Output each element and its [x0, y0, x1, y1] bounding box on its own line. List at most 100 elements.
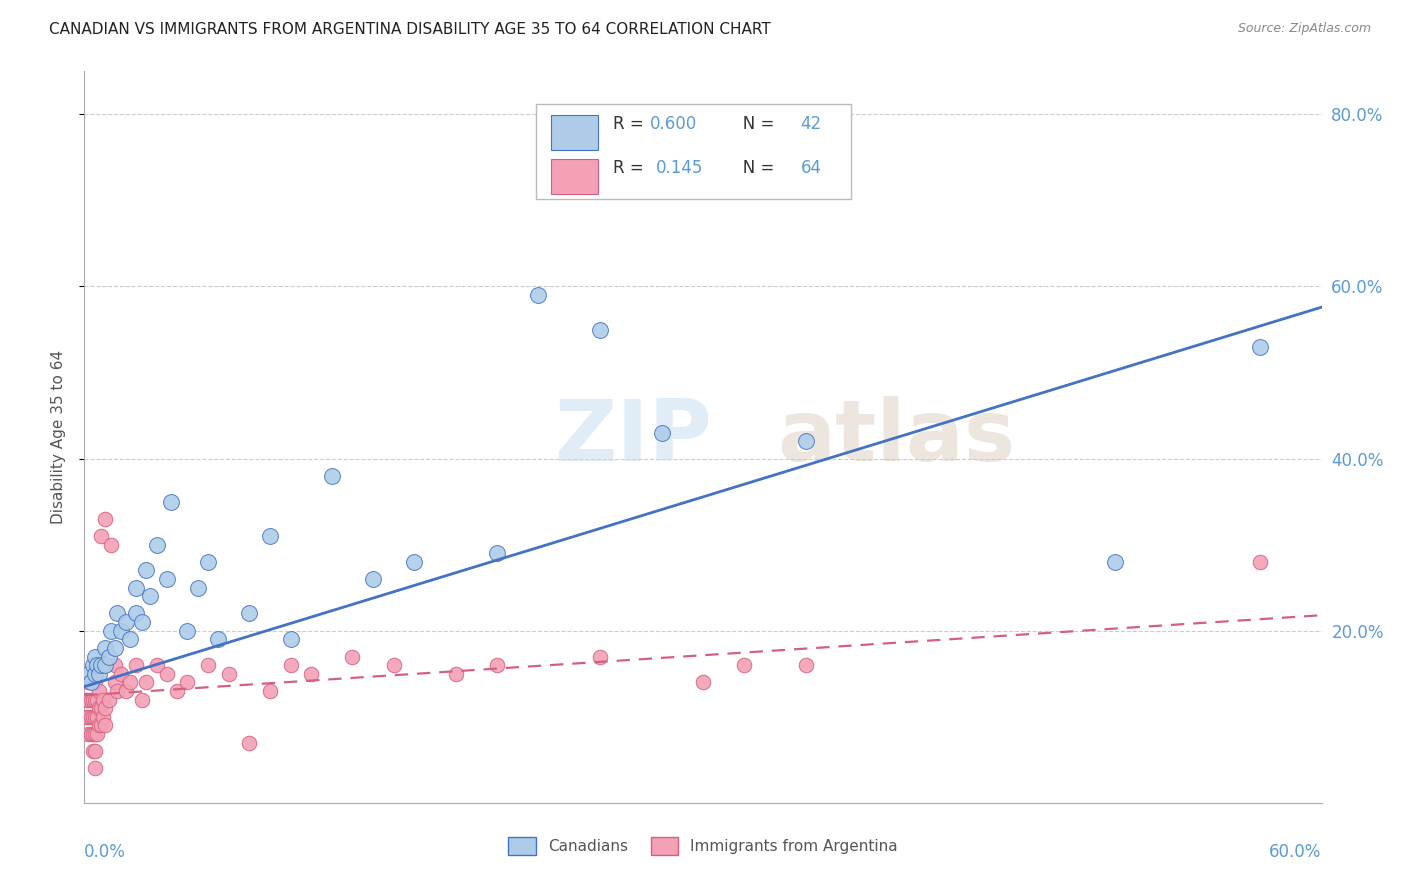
Point	[82, 727, 104, 741]
Point	[342, 649, 364, 664]
Point	[87, 666, 110, 681]
Point	[77, 692, 100, 706]
Point	[83, 649, 105, 664]
Point	[94, 640, 117, 655]
Point	[1104, 555, 1126, 569]
Point	[110, 666, 132, 681]
Point	[98, 692, 121, 706]
Point	[156, 666, 179, 681]
Text: N =: N =	[727, 115, 779, 133]
Point	[82, 710, 104, 724]
Legend: Canadians, Immigrants from Argentina: Canadians, Immigrants from Argentina	[502, 831, 904, 861]
Point	[733, 658, 755, 673]
Point	[77, 675, 100, 690]
Point	[94, 658, 117, 673]
Point	[259, 684, 281, 698]
Point	[91, 692, 114, 706]
Point	[238, 607, 260, 621]
Text: atlas: atlas	[778, 395, 1015, 479]
Point	[91, 710, 114, 724]
Point	[104, 640, 127, 655]
Text: R =: R =	[613, 115, 648, 133]
Point	[87, 718, 110, 732]
Point	[86, 710, 108, 724]
Point	[166, 684, 188, 698]
Point	[90, 529, 112, 543]
Point	[90, 658, 112, 673]
Text: 0.0%: 0.0%	[84, 843, 127, 861]
Point	[145, 658, 167, 673]
Point	[82, 744, 104, 758]
Point	[114, 615, 136, 629]
Point	[75, 710, 97, 724]
Point	[135, 675, 157, 690]
Point	[104, 675, 127, 690]
Point	[105, 684, 128, 698]
Point	[118, 632, 141, 647]
Point	[527, 288, 550, 302]
Point	[77, 666, 100, 681]
Point	[118, 675, 141, 690]
Point	[100, 538, 122, 552]
Bar	[551, 159, 598, 194]
Point	[90, 718, 112, 732]
Point	[794, 434, 817, 449]
Point	[94, 512, 117, 526]
Point	[79, 727, 101, 741]
Point	[83, 675, 105, 690]
Point	[114, 684, 136, 698]
Point	[94, 718, 117, 732]
Point	[218, 666, 240, 681]
Point	[98, 649, 121, 664]
Point	[77, 727, 100, 741]
Text: 0.145: 0.145	[657, 159, 703, 178]
Point	[176, 675, 198, 690]
Point	[75, 692, 97, 706]
Point	[589, 322, 612, 336]
Point	[100, 624, 122, 638]
Point	[176, 624, 198, 638]
Point	[444, 666, 467, 681]
Point	[131, 692, 153, 706]
Point	[1249, 340, 1271, 354]
Point	[83, 710, 105, 724]
Point	[589, 649, 612, 664]
Point	[125, 658, 148, 673]
Text: N =: N =	[727, 159, 779, 178]
Point	[187, 581, 209, 595]
Text: Source: ZipAtlas.com: Source: ZipAtlas.com	[1237, 22, 1371, 36]
Point	[299, 666, 322, 681]
Point	[83, 692, 105, 706]
Y-axis label: Disability Age 35 to 64: Disability Age 35 to 64	[51, 350, 66, 524]
Point	[485, 658, 508, 673]
Point	[83, 727, 105, 741]
Point	[197, 555, 219, 569]
Point	[485, 546, 508, 560]
Point	[86, 658, 108, 673]
Text: 64: 64	[801, 159, 821, 178]
Point	[280, 658, 302, 673]
Text: CANADIAN VS IMMIGRANTS FROM ARGENTINA DISABILITY AGE 35 TO 64 CORRELATION CHART: CANADIAN VS IMMIGRANTS FROM ARGENTINA DI…	[49, 22, 770, 37]
Point	[83, 744, 105, 758]
Point	[207, 632, 229, 647]
Point	[280, 632, 302, 647]
Point	[125, 607, 148, 621]
Point	[110, 624, 132, 638]
Point	[82, 692, 104, 706]
Point	[651, 425, 673, 440]
Point	[83, 761, 105, 775]
FancyBboxPatch shape	[536, 104, 852, 200]
Point	[83, 666, 105, 681]
Point	[361, 572, 384, 586]
Text: 0.600: 0.600	[650, 115, 697, 133]
Point	[692, 675, 714, 690]
Point	[77, 710, 100, 724]
Point	[79, 675, 101, 690]
Point	[238, 735, 260, 749]
Text: 60.0%: 60.0%	[1270, 843, 1322, 861]
Point	[382, 658, 405, 673]
Point	[794, 658, 817, 673]
Point	[104, 658, 127, 673]
Point	[321, 468, 343, 483]
Point	[156, 572, 179, 586]
